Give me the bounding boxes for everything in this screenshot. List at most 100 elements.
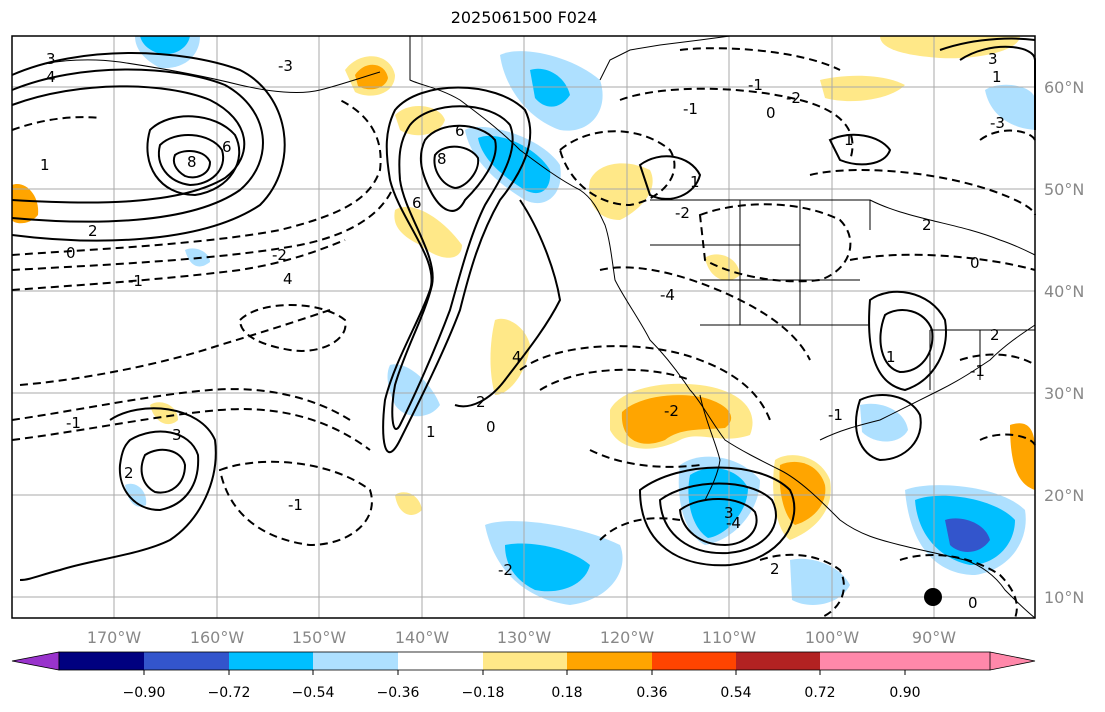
shade-positive (12, 184, 39, 224)
shade-negative-deep (945, 518, 990, 552)
lon-label: 150°W (292, 628, 347, 647)
colorbar-segment (736, 652, 820, 670)
contour-label: 4 (46, 68, 56, 86)
shade-negative (387, 364, 440, 417)
shade-negative-strong (505, 543, 590, 592)
colorbar-extend-high (820, 652, 1035, 670)
colorbar-ticks (143, 670, 906, 675)
contour-label: 2 (770, 560, 780, 578)
contour-label: 2 (88, 222, 98, 240)
contour-label: 2 (124, 464, 134, 482)
colorbar-segment (229, 652, 313, 670)
contour-label: 1 (690, 173, 700, 191)
colorbar-tick-label: 0.54 (720, 685, 751, 701)
contour-label: 4 (512, 348, 522, 366)
contour-label: 2 (476, 393, 486, 411)
contour-label: 6 (412, 194, 422, 212)
contour-label: 0 (968, 594, 978, 612)
contour-label: 1 (40, 156, 50, 174)
lat-label: 20°N (1044, 486, 1084, 505)
shade-positive (820, 75, 905, 102)
colorbar-segment (313, 652, 398, 670)
shading-layer (12, 36, 1035, 605)
contour-label: 0 (766, 104, 776, 122)
lon-label: 90°W (912, 628, 956, 647)
contour-label: 6 (455, 122, 465, 140)
shade-positive (589, 163, 653, 220)
shade-positive-strong (355, 64, 388, 90)
contour-label: -1 (683, 100, 698, 118)
map-panel: 3 4 6 2 1 0 -3 -1 8 6 4 -2 -1 -1 3 2 -1 … (11, 35, 1036, 619)
contour-label: 1 (426, 423, 436, 441)
shade-negative-strong (530, 68, 570, 107)
lat-label: 60°N (1044, 78, 1084, 97)
contour-label: -1 (128, 272, 143, 290)
shade-positive-strong (621, 395, 732, 444)
lon-label: 110°W (702, 628, 757, 647)
colorbar-segment (652, 652, 736, 670)
lon-axis-labels: 170°W 160°W 150°W 140°W 130°W 120°W 110°… (87, 628, 956, 647)
shade-positive (394, 206, 462, 258)
lon-label: 170°W (87, 628, 142, 647)
colorbar-segment (59, 652, 144, 670)
colorbar-tick-label: 0.72 (804, 685, 835, 701)
colorbar-tick-label: 0.90 (889, 685, 920, 701)
shade-positive-strong (779, 461, 826, 525)
contour-label: -1 (288, 496, 303, 514)
contour-label: -1 (970, 362, 985, 380)
lat-label: 30°N (1044, 384, 1084, 403)
shade-positive (1010, 423, 1035, 490)
contour-label: -4 (660, 286, 675, 304)
contour-label: -1 (828, 406, 843, 424)
contour-label: 2 (922, 216, 932, 234)
contour-label: -4 (726, 514, 741, 532)
colorbar: −0.90 −0.72 −0.54 −0.36 −0.18 0.18 0.36 … (11, 651, 1036, 701)
graticule (12, 36, 1035, 618)
contour-label-group: 3 4 6 2 1 0 -3 -1 8 6 4 -2 -1 -1 3 2 -1 … (40, 50, 1005, 612)
lon-label: 140°W (395, 628, 450, 647)
contour-label: -2 (272, 246, 287, 264)
lon-label: 120°W (600, 628, 655, 647)
lon-label: 100°W (805, 628, 860, 647)
lat-axis-labels: 60°N 50°N 40°N 30°N 20°N 10°N (1044, 78, 1084, 607)
shade-negative (790, 558, 850, 605)
contour-label: -2 (786, 89, 801, 107)
colorbar-extend-low (11, 651, 60, 671)
contour-label: 0 (970, 254, 980, 272)
colorbar-tick-label: −0.36 (377, 685, 420, 701)
colorbar-tick-label: 0.36 (636, 685, 667, 701)
contour-label: -1 (66, 414, 81, 432)
contour-label: 8 (187, 153, 197, 171)
contour-label: 3 (172, 426, 182, 444)
location-marker (924, 588, 942, 606)
contour-label: -2 (664, 402, 679, 420)
contour-label: -3 (278, 57, 293, 75)
contour-label: 0 (486, 418, 496, 436)
contour-label: 1 (886, 348, 896, 366)
shade-negative (985, 84, 1035, 130)
contour-label: -2 (675, 204, 690, 222)
lon-label: 160°W (190, 628, 245, 647)
contour-label: 3 (988, 50, 998, 68)
colorbar-tick-label: −0.90 (123, 685, 166, 701)
coastlines (39, 35, 1036, 619)
contour-label: 6 (222, 138, 232, 156)
shade-positive (395, 492, 422, 515)
contour-label: 1 (992, 68, 1002, 86)
lat-label: 10°N (1044, 588, 1084, 607)
contour-label: -3 (990, 114, 1005, 132)
colorbar-segment (398, 652, 483, 670)
contour-label: 8 (437, 150, 447, 168)
contour-label: 3 (724, 504, 734, 522)
colorbar-tick-label: 0.18 (551, 685, 582, 701)
colorbar-segment (483, 652, 567, 670)
lon-label: 130°W (497, 628, 552, 647)
contour-label: -1 (748, 76, 763, 94)
lat-label: 50°N (1044, 180, 1084, 199)
colorbar-tick-label: −0.18 (462, 685, 505, 701)
colorbar-segment (567, 652, 652, 670)
contour-label: 4 (283, 270, 293, 288)
shade-positive (490, 318, 530, 395)
colorbar-tick-label: −0.54 (292, 685, 335, 701)
